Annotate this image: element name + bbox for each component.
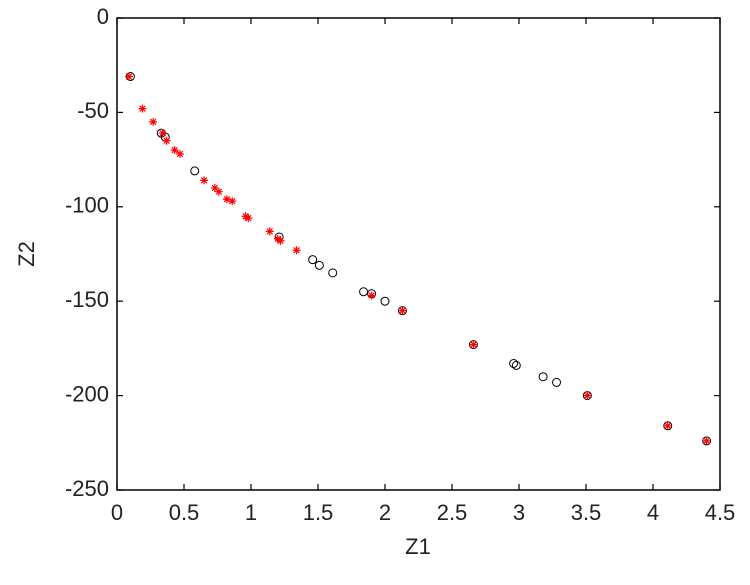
y-tick-label: -50 — [77, 98, 109, 123]
x-tick-label: 1.5 — [303, 500, 334, 525]
point — [210, 183, 219, 192]
point — [552, 377, 562, 387]
y-tick-label: -250 — [65, 476, 109, 501]
y-tick-label: -150 — [65, 287, 109, 312]
x-tick-label: 3 — [513, 500, 525, 525]
x-tick-label: 4 — [647, 500, 659, 525]
point — [663, 421, 672, 430]
x-tick-label: 2.5 — [437, 500, 468, 525]
point — [149, 117, 158, 126]
plot-frame — [116, 17, 721, 491]
point — [314, 260, 324, 270]
point — [138, 104, 147, 113]
point — [162, 136, 171, 145]
point — [222, 195, 231, 204]
point — [125, 72, 134, 81]
y-tick-label: -100 — [65, 193, 109, 218]
x-tick-label: 3.5 — [571, 500, 602, 525]
point — [308, 255, 318, 265]
x-axis-label: Z1 — [405, 534, 431, 559]
point — [702, 436, 711, 445]
point — [359, 287, 369, 297]
point — [276, 236, 285, 245]
y-tick-label: -200 — [65, 381, 109, 406]
y-tick-label: 0 — [97, 4, 109, 29]
point — [511, 360, 521, 370]
point — [175, 149, 184, 158]
point — [538, 372, 548, 382]
x-tick-label: 0 — [111, 500, 123, 525]
x-tick-label: 1 — [245, 500, 257, 525]
x-tick-label: 0.5 — [169, 500, 200, 525]
point — [228, 197, 237, 206]
x-tick-label: 4.5 — [705, 500, 736, 525]
point — [214, 187, 223, 196]
point — [509, 359, 519, 369]
point — [158, 129, 167, 138]
point — [367, 291, 376, 300]
x-tick-label: 2 — [379, 500, 391, 525]
point — [265, 227, 274, 236]
point — [380, 296, 390, 306]
point — [583, 391, 592, 400]
point — [469, 340, 478, 349]
point — [328, 268, 338, 278]
point — [292, 246, 301, 255]
y-axis-label: Z2 — [14, 241, 39, 267]
point — [244, 214, 253, 223]
point — [190, 166, 200, 176]
point — [200, 176, 209, 185]
point — [170, 146, 179, 155]
point — [398, 306, 407, 315]
